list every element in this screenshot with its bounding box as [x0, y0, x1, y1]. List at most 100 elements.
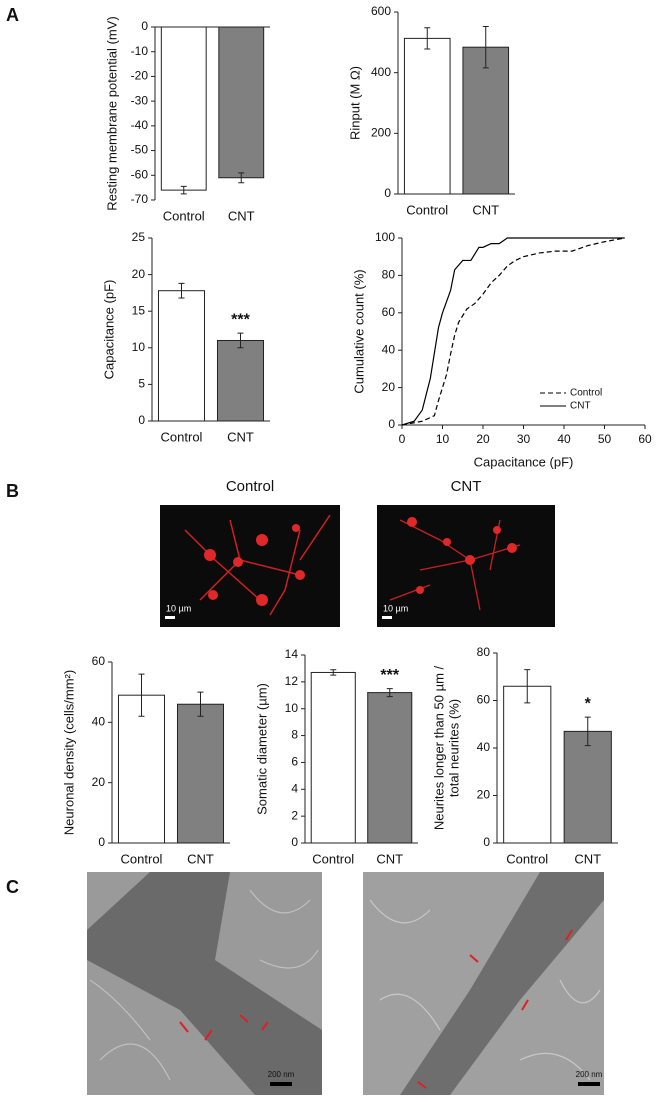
- y-tick-label: 14: [285, 647, 299, 661]
- legend-label: Control: [570, 388, 602, 399]
- x-axis-label: Capacitance (pF): [474, 454, 574, 469]
- y-tick-label: 0: [98, 835, 105, 849]
- y-tick-label: 5: [138, 377, 145, 391]
- bar: [216, 339, 265, 422]
- bar: [563, 730, 612, 844]
- x-tick-label: Control: [406, 202, 448, 217]
- bar: [403, 37, 451, 195]
- error-bar: [386, 688, 393, 698]
- x-tick-label: 0: [399, 432, 406, 446]
- y-tick-label: 20: [92, 775, 106, 789]
- y-tick-label: 0: [141, 19, 148, 33]
- y-tick-label: 25: [132, 230, 146, 244]
- error-bar: [330, 669, 337, 676]
- y-tick-label: 20: [477, 788, 491, 802]
- y-axis-label: Capacitance (pF): [101, 280, 116, 380]
- x-tick-label: CNT: [187, 851, 214, 866]
- x-tick-label: 50: [598, 432, 612, 446]
- legend-label: CNT: [570, 401, 591, 412]
- y-tick-label: 60: [92, 654, 106, 668]
- y-tick-label: 0: [388, 417, 395, 431]
- x-tick-label: 60: [638, 432, 652, 446]
- x-tick-label: Control: [161, 429, 203, 444]
- y-axis-label: total neurites (%): [446, 699, 461, 797]
- error-bar: [482, 26, 489, 69]
- panel-label: B: [6, 481, 19, 501]
- line: [401, 237, 625, 426]
- y-tick-label: 40: [382, 342, 396, 356]
- y-tick-label: 8: [291, 728, 298, 742]
- x-tick-label: CNT: [228, 208, 255, 223]
- y-tick-label: 6: [291, 755, 298, 769]
- bar: [157, 290, 206, 422]
- y-tick-label: -20: [131, 69, 149, 83]
- bar: [117, 694, 166, 844]
- annotation: *: [585, 695, 592, 712]
- annotation: ***: [231, 311, 250, 328]
- error-bar: [524, 669, 531, 704]
- x-tick-label: 30: [517, 432, 531, 446]
- scale-bar-label: 200 nm: [268, 1070, 295, 1079]
- y-axis-label: Somatic diameter (µm): [254, 683, 269, 815]
- error-bar: [197, 691, 204, 717]
- fluorescence-image: 10 µm: [160, 505, 340, 627]
- bar: [218, 26, 265, 179]
- panel-label: C: [6, 877, 19, 897]
- line: [401, 237, 625, 426]
- y-tick-label: 20: [382, 380, 396, 394]
- x-tick-label: Control: [506, 851, 548, 866]
- bar: [176, 703, 225, 844]
- error-bar: [178, 282, 185, 299]
- error-bar: [180, 185, 187, 195]
- sem-image: 200 nm: [363, 872, 604, 1095]
- y-axis-label: Cumulative count (%): [351, 269, 366, 393]
- y-tick-label: 60: [382, 305, 396, 319]
- y-tick-label: 20: [132, 267, 146, 281]
- scale-bar-label: 200 nm: [576, 1070, 603, 1079]
- y-tick-label: 0: [138, 413, 145, 427]
- x-tick-label: Control: [121, 851, 163, 866]
- sem-image: 200 nm: [87, 872, 322, 1095]
- error-bar: [584, 716, 591, 747]
- error-bar: [238, 172, 245, 184]
- error-bar: [424, 27, 431, 50]
- y-axis-label: Rinput (M Ω): [347, 66, 362, 140]
- error-bar: [237, 332, 244, 349]
- y-tick-label: 600: [371, 4, 391, 18]
- y-tick-label: 15: [132, 303, 146, 317]
- y-tick-label: 0: [483, 835, 490, 849]
- y-axis-label: Neuronal density (cells/mm²): [61, 670, 76, 835]
- x-tick-label: Control: [163, 208, 205, 223]
- y-tick-label: -50: [131, 143, 149, 157]
- y-tick-label: 10: [285, 701, 299, 715]
- micrograph-title: Control: [226, 478, 274, 495]
- annotation: ***: [380, 667, 399, 684]
- bar: [503, 685, 552, 844]
- y-tick-label: -70: [131, 192, 149, 206]
- bar: [160, 26, 207, 191]
- y-tick-label: 40: [92, 715, 106, 729]
- y-tick-label: 80: [477, 645, 491, 659]
- y-tick-label: 60: [477, 693, 491, 707]
- y-tick-label: 0: [291, 835, 298, 849]
- y-tick-label: 4: [291, 781, 298, 795]
- bar: [367, 692, 413, 844]
- y-axis-label: Neurites longer than 50 µm /: [431, 665, 446, 830]
- x-tick-label: CNT: [376, 851, 403, 866]
- y-tick-label: 40: [477, 740, 491, 754]
- y-axis-label: Resting membrane potential (mV): [104, 16, 119, 210]
- y-tick-label: 200: [371, 126, 391, 140]
- bar: [310, 671, 356, 844]
- y-tick-label: 0: [384, 186, 391, 200]
- y-tick-label: 10: [132, 340, 146, 354]
- y-tick-label: -10: [131, 44, 149, 58]
- y-tick-label: 100: [375, 230, 395, 244]
- x-tick-label: 20: [476, 432, 490, 446]
- x-tick-label: 10: [436, 432, 450, 446]
- panel-label: A: [6, 5, 19, 25]
- x-tick-label: CNT: [227, 429, 254, 444]
- micrograph-title: CNT: [451, 478, 482, 495]
- error-bar: [138, 673, 145, 717]
- x-tick-label: CNT: [574, 851, 601, 866]
